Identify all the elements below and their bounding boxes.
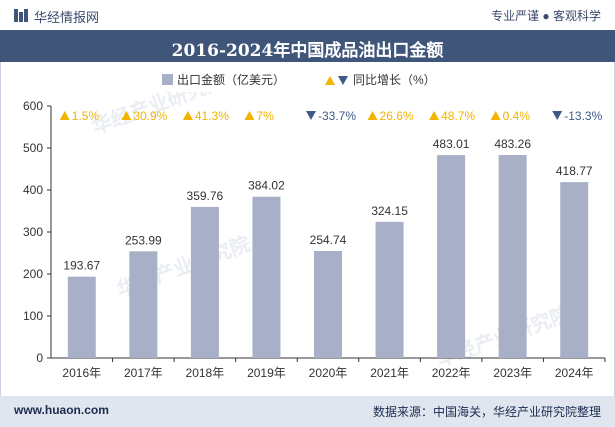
top-bar: 华经情报网 专业严谨 ● 客观科学 [0,0,615,30]
x-tick-label: 2020年 [309,366,348,380]
bar-value-label: 418.77 [556,164,593,178]
growth-value: -13.3% [564,109,602,123]
x-tick-label: 2019年 [247,366,286,380]
y-tick-label: 0 [36,351,43,365]
x-tick-label: 2016年 [62,366,101,380]
bar-2019年 [252,196,281,358]
growth-value: 0.4% [503,109,531,123]
bar-value-label: 483.01 [433,137,470,151]
bar-value-label: 324.15 [371,204,408,218]
growth-label-2024年: -13.3% [552,109,603,123]
footer-bar [0,396,615,427]
growth-label-2021年: 26.6% [367,109,414,123]
up-triangle-icon [182,111,193,120]
growth-label-2020年: -33.7% [306,109,356,123]
chart-legend: 出口金额（亿美元） 同比增长（%） [0,70,615,90]
x-tick-label: 2023年 [493,366,532,380]
up-triangle-icon [59,111,70,120]
legend-growth-label: 同比增长（%） [353,73,436,87]
x-tick-label: 2018年 [186,366,225,380]
chart-title: 2016-2024年中国成品油出口金额 [171,41,444,61]
legend-bar-label: 出口金额（亿美元） [177,73,286,87]
up-triangle-icon [490,111,501,120]
brand-name: 华经情报网 [34,10,100,25]
bar-2024年 [560,182,589,358]
bar-value-label: 254.74 [310,233,347,247]
x-tick-label: 2022年 [432,366,471,380]
bar-2022年 [437,155,466,358]
brand-logo-icon [14,9,28,22]
bar-chart: 华经产业研究院华经产业研究院华经产业研究院0100200300400500600… [23,92,606,380]
growth-value: 7% [256,109,274,123]
y-tick-label: 400 [23,183,43,197]
growth-label-2023年: 0.4% [490,109,531,123]
growth-label-2018年: 41.3% [182,109,229,123]
y-tick-label: 600 [23,99,43,113]
bar-value-label: 193.67 [63,259,100,273]
growth-value: 30.9% [133,109,167,123]
footer-url[interactable]: www.huaon.com [14,403,109,417]
up-triangle-icon [244,111,255,120]
bar-2016年 [67,276,96,358]
bar-2017年 [129,251,158,358]
y-tick-label: 500 [23,141,43,155]
bar-value-label: 384.02 [248,179,285,193]
x-tick-label: 2021年 [370,366,409,380]
y-tick-label: 100 [23,309,43,323]
legend-bar-swatch [162,74,173,85]
growth-value: 26.6% [380,109,414,123]
x-tick-label: 2024年 [555,366,594,380]
title-bar [0,30,615,62]
up-triangle-icon [121,111,132,120]
x-tick-label: 2017年 [124,366,163,380]
growth-value: -33.7% [318,109,356,123]
bar-2018年 [190,206,219,358]
bar-value-label: 253.99 [125,233,162,247]
down-triangle-icon [306,111,316,120]
y-tick-label: 300 [23,225,43,239]
bar-value-label: 483.26 [494,137,531,151]
growth-label-2017年: 30.9% [121,109,168,123]
bar-2020年 [314,251,342,358]
bar-value-label: 359.76 [187,189,224,203]
growth-value: 41.3% [195,109,229,123]
bar-2021年 [375,221,404,358]
up-triangle-icon [429,111,440,120]
legend-growth-icon [325,76,348,85]
up-triangle-icon [367,111,378,120]
growth-label-2019年: 7% [244,109,274,123]
y-tick-label: 200 [23,267,43,281]
growth-value: 48.7% [441,109,475,123]
growth-label-2016年: 1.5% [59,109,100,123]
footer-source: 数据来源：中国海关，华经产业研究院整理 [372,405,601,419]
bar-2023年 [498,155,527,358]
brand-tagline: 专业严谨 ● 客观科学 [491,9,601,23]
growth-value: 1.5% [72,109,100,123]
down-triangle-icon [552,111,563,120]
growth-label-2022年: 48.7% [429,109,475,123]
